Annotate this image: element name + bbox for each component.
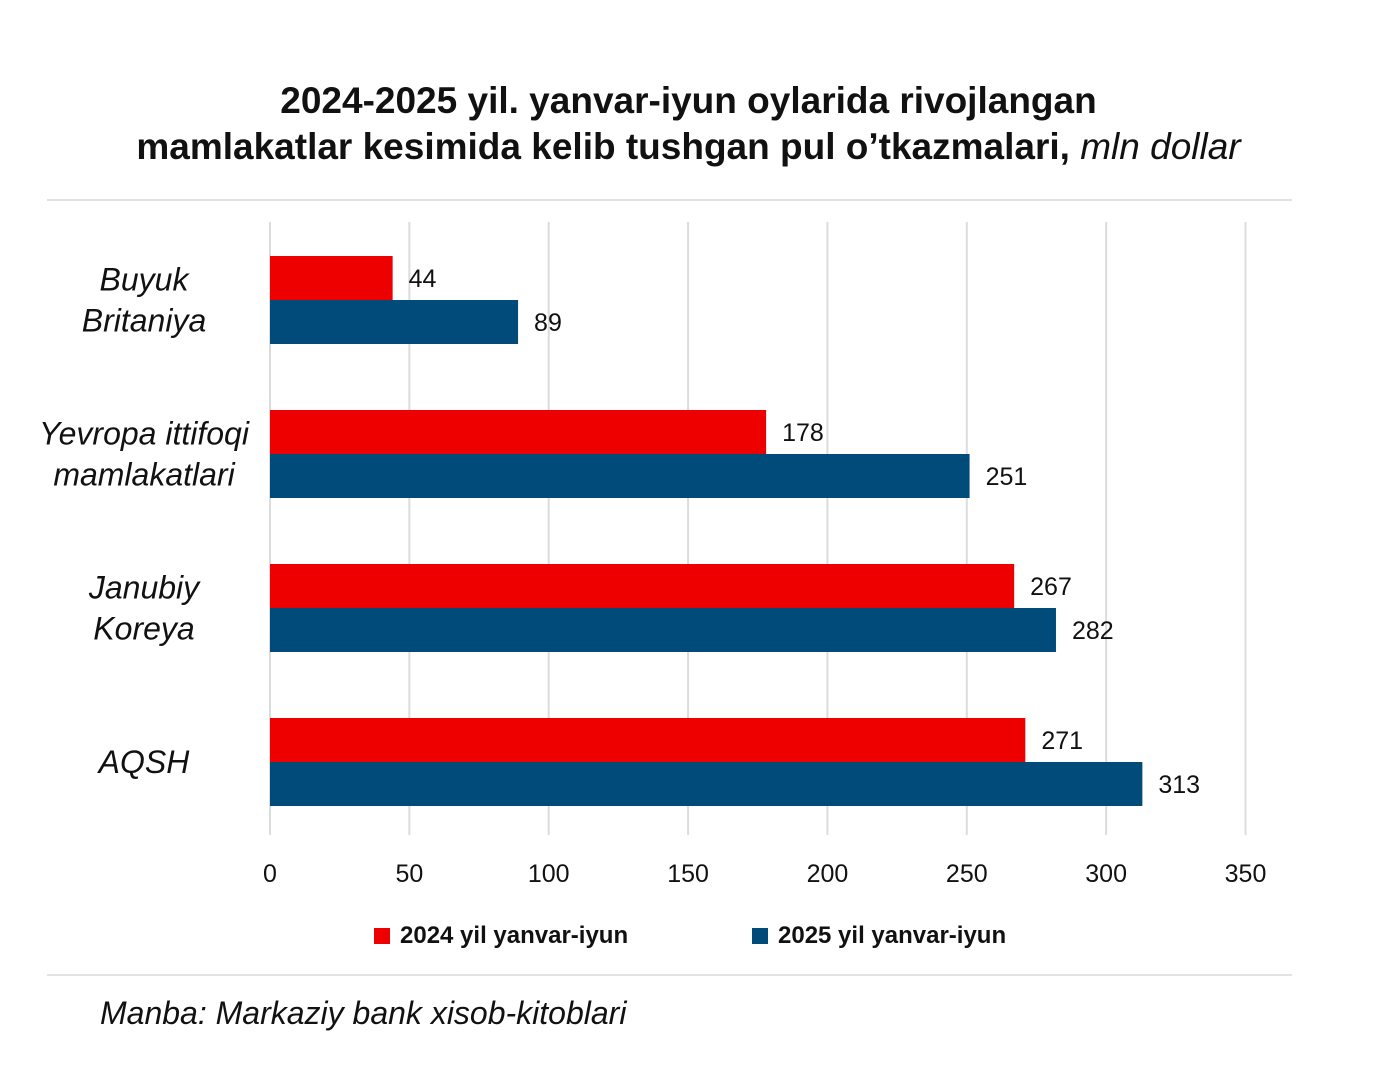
data-label-s1-c2: 178 xyxy=(782,419,824,447)
legend-item-2025: 2025 yil yanvar-iyun xyxy=(752,922,1006,950)
bar-s2-c3 xyxy=(270,608,1056,652)
category-label-3-line1: Janubiy xyxy=(88,570,201,606)
data-label-s1-c3: 267 xyxy=(1030,573,1072,601)
bar-s2-c1 xyxy=(270,300,519,344)
bottom-divider xyxy=(47,974,1292,976)
source-note: Manba: Markaziy bank xisob-kitoblari xyxy=(100,995,627,1031)
chart-title-unit: mln dollar xyxy=(1080,126,1241,167)
category-label-1-line1: Buyuk xyxy=(100,262,191,298)
bar-s2-c2 xyxy=(270,454,970,498)
bar-s1-c3 xyxy=(270,564,1015,608)
category-label-2-line2: mamlakatlari xyxy=(53,457,235,493)
bar-chart: 0 50 100 150 200 250 300 350 44 178 267 271 89 251 282… xyxy=(39,222,1267,888)
bar-s2-c4 xyxy=(270,762,1143,806)
legend-label-2024: 2024 yil yanvar-iyun xyxy=(400,922,629,949)
data-label-s1-c1: 44 xyxy=(409,265,437,293)
chart-title: 2024-2025 yil. yanvar-iyun oylarida rivo… xyxy=(40,78,1337,170)
legend: 2024 yil yanvar-iyun 2025 yil yanvar-iyu… xyxy=(0,922,1377,956)
x-tick-label-100: 100 xyxy=(528,860,570,888)
chart-title-line1: 2024-2025 yil. yanvar-iyun oylarida rivo… xyxy=(280,80,1097,121)
legend-label-2025: 2025 yil yanvar-iyun xyxy=(778,922,1007,949)
legend-swatch-2024 xyxy=(374,928,390,944)
legend-item-2024: 2024 yil yanvar-iyun xyxy=(374,922,628,950)
x-tick-label-250: 250 xyxy=(946,860,988,888)
category-label-2-line1: Yevropa ittifoqi xyxy=(39,416,250,452)
bar-s1-c1 xyxy=(270,256,393,300)
x-tick-label-0: 0 xyxy=(263,860,277,888)
data-label-s1-c4: 271 xyxy=(1041,727,1083,755)
top-divider xyxy=(47,199,1292,201)
x-tick-label-200: 200 xyxy=(807,860,849,888)
x-tick-label-300: 300 xyxy=(1085,860,1127,888)
category-label-4-line1: AQSH xyxy=(97,744,191,780)
category-label-3-line2: Koreya xyxy=(93,611,194,647)
data-label-s2-c1: 89 xyxy=(534,309,562,337)
x-tick-label-50: 50 xyxy=(395,860,423,888)
data-label-s2-c2: 251 xyxy=(986,463,1028,491)
bar-s1-c2 xyxy=(270,410,767,454)
x-tick-label-350: 350 xyxy=(1225,860,1267,888)
legend-swatch-2025 xyxy=(752,928,768,944)
data-label-s2-c3: 282 xyxy=(1072,617,1114,645)
category-label-1-line2: Britaniya xyxy=(82,303,207,339)
chart-title-line2-text: mamlakatlar kesimida kelib tushgan pul o… xyxy=(136,126,1070,167)
data-label-s2-c4: 313 xyxy=(1158,771,1200,799)
x-tick-label-150: 150 xyxy=(667,860,709,888)
bar-s1-c4 xyxy=(270,718,1026,762)
chart-title-line2: mamlakatlar kesimida kelib tushgan pul o… xyxy=(40,124,1337,170)
